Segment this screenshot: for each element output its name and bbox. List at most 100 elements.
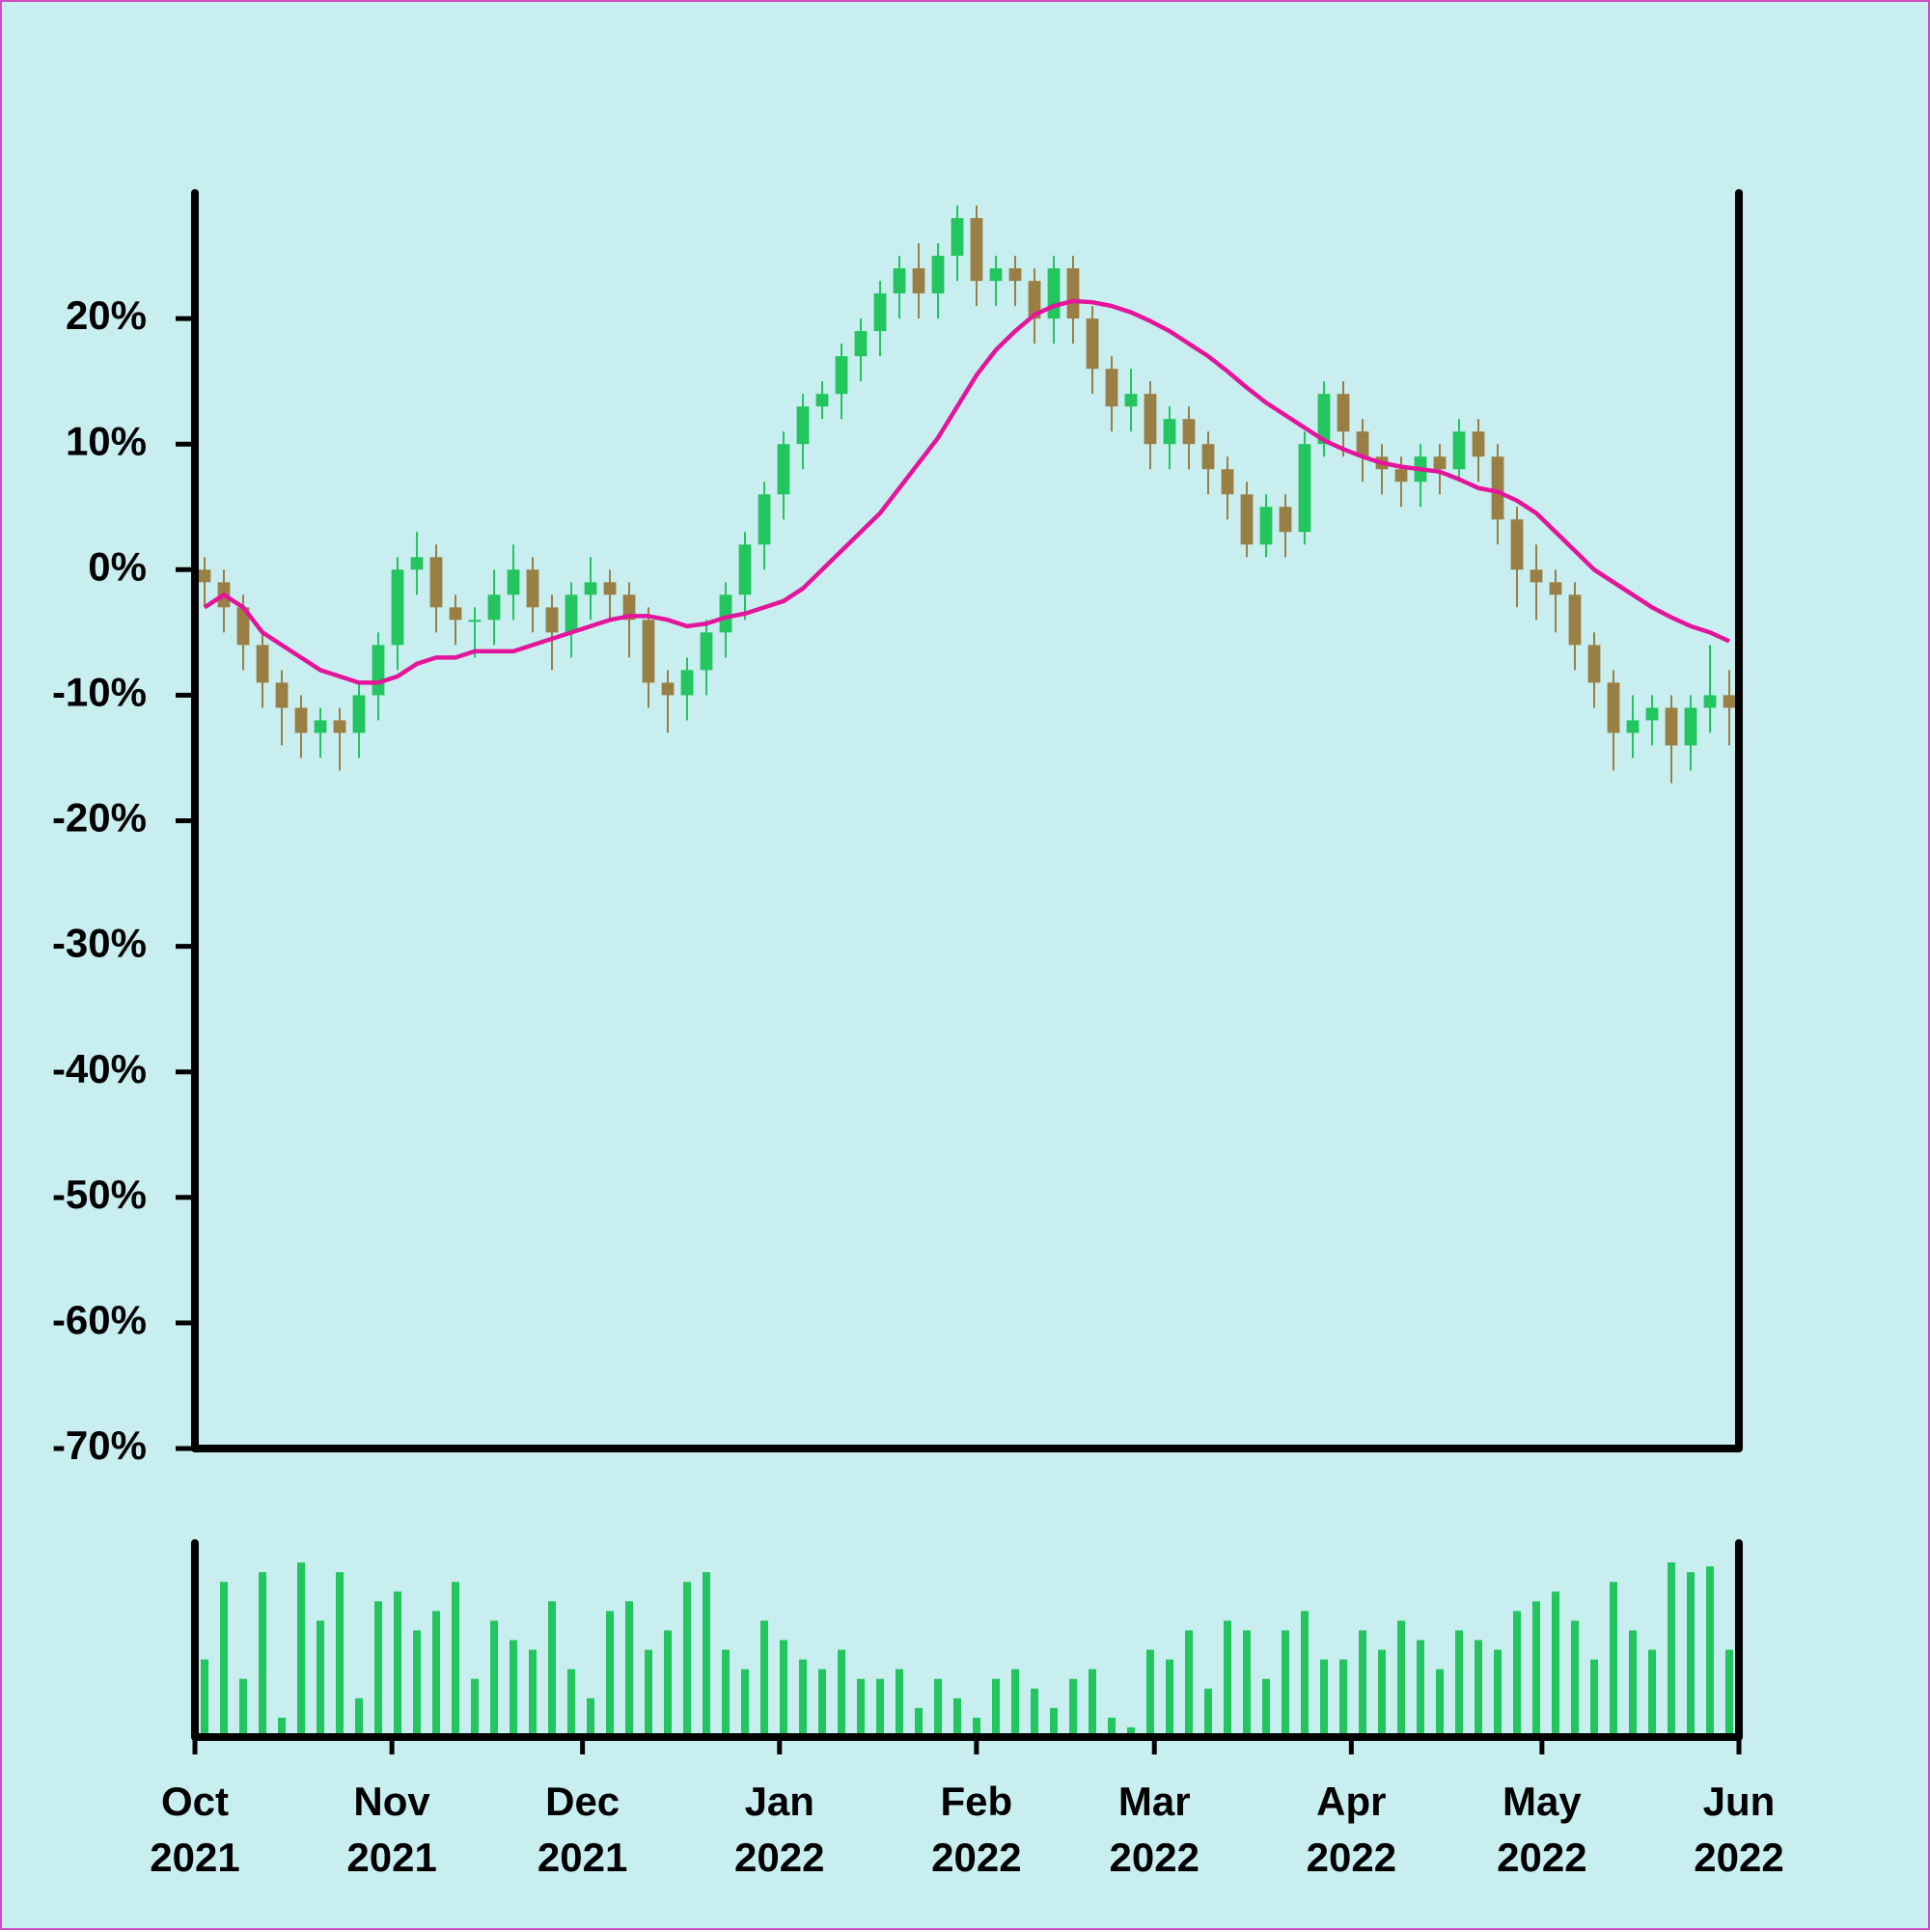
volume-bar (1687, 1572, 1695, 1737)
candle-body (970, 218, 983, 282)
candle-body (1549, 582, 1562, 595)
candle-body (333, 720, 346, 733)
candle-body (1645, 707, 1659, 721)
volume-bar (471, 1678, 479, 1737)
candle-body (738, 544, 752, 595)
volume-bar (1089, 1669, 1096, 1737)
candle-body (1433, 456, 1447, 470)
volume-bar (1011, 1669, 1019, 1737)
volume-bar (1224, 1620, 1231, 1737)
volume-bar (201, 1659, 208, 1737)
candle-body (758, 494, 771, 545)
candle-body (391, 569, 404, 646)
volume-bar (1397, 1620, 1405, 1737)
volume-bar (1648, 1649, 1656, 1737)
candle-body (1587, 645, 1601, 683)
candle-body (1684, 707, 1697, 746)
candle-body (1665, 707, 1678, 746)
candle-body (584, 582, 597, 595)
candle-body (1510, 519, 1524, 570)
volume-bar (317, 1620, 324, 1737)
candle-body (468, 620, 482, 622)
candle-body (893, 268, 906, 294)
candle-body (449, 607, 462, 621)
candle-body (487, 594, 501, 621)
x-tick-label: Apr 2022 (1306, 1779, 1397, 1880)
candle-body (526, 569, 539, 608)
volume-bar (1571, 1620, 1579, 1737)
candle-body (1472, 431, 1485, 457)
volume-bar (413, 1630, 421, 1737)
x-tick-label: Mar 2022 (1109, 1779, 1199, 1880)
volume-bar (1436, 1669, 1444, 1737)
candle-body (912, 268, 925, 294)
candle-body (1491, 456, 1504, 520)
volume-bar (1475, 1640, 1482, 1737)
volume-bar (1108, 1717, 1116, 1737)
candle-body (1144, 394, 1157, 445)
volume-bar (838, 1649, 845, 1737)
volume-bar (1359, 1630, 1366, 1737)
volume-bar (1204, 1688, 1212, 1737)
volume-bar (857, 1678, 865, 1737)
candle-body (1221, 469, 1234, 495)
volume-bar (374, 1601, 382, 1737)
volume-bar (703, 1572, 710, 1737)
candle-body (815, 394, 829, 407)
y-tick-label: -60% (52, 1297, 147, 1342)
candle-body (777, 444, 790, 495)
volume-bar (780, 1640, 787, 1737)
volume-bar (432, 1611, 440, 1737)
candle-body (1240, 494, 1254, 545)
candle-body (565, 594, 578, 633)
volume-bar (1455, 1630, 1463, 1737)
candle-body (1182, 419, 1196, 445)
candle-body (603, 582, 617, 595)
volume-bar (973, 1717, 980, 1737)
candle-body (854, 331, 868, 357)
candle-body (545, 607, 559, 633)
volume-bar (1513, 1611, 1521, 1737)
volume-bar (1629, 1630, 1637, 1737)
candle-body (1703, 695, 1717, 708)
volume-bar (722, 1649, 730, 1737)
volume-bar (1590, 1659, 1598, 1737)
volume-bar (490, 1620, 498, 1737)
volume-bar (876, 1678, 884, 1737)
volume-bar (278, 1717, 286, 1737)
candle-body (642, 620, 655, 683)
candle-body (1028, 281, 1041, 319)
volume-bar (510, 1640, 517, 1737)
y-tick-label: 10% (66, 418, 147, 463)
volume-bar (355, 1697, 363, 1737)
axis-frame (191, 1539, 1743, 1741)
candle-body (1066, 268, 1080, 319)
volume-bar (1031, 1688, 1038, 1737)
volume-bar (741, 1669, 749, 1737)
volume-bar (1069, 1678, 1077, 1737)
candle-body (410, 557, 424, 570)
volume-bar (1417, 1640, 1424, 1737)
candle-body (989, 268, 1003, 282)
candle-body (1530, 569, 1543, 583)
candle-body (1008, 268, 1022, 282)
x-tick-label: Oct 2021 (150, 1779, 240, 1880)
volume-bar (760, 1620, 768, 1737)
x-tick-label: Feb 2022 (931, 1779, 1022, 1880)
volume-bar (1146, 1649, 1154, 1737)
candle-body (1317, 394, 1331, 445)
candle-body (1568, 594, 1582, 646)
candle-body (680, 670, 694, 696)
candle-body (931, 256, 945, 294)
y-tick-label: 0% (88, 543, 147, 589)
candle-body (275, 682, 289, 708)
candle-body (719, 594, 732, 633)
candle-body (429, 557, 443, 608)
volume-bar (1532, 1601, 1540, 1737)
volume-bar (953, 1697, 961, 1737)
candle-body (256, 645, 269, 683)
candle-body (1452, 431, 1466, 470)
volume-bar (1494, 1649, 1502, 1737)
candle-body (198, 569, 211, 583)
candle-body (1356, 431, 1369, 457)
